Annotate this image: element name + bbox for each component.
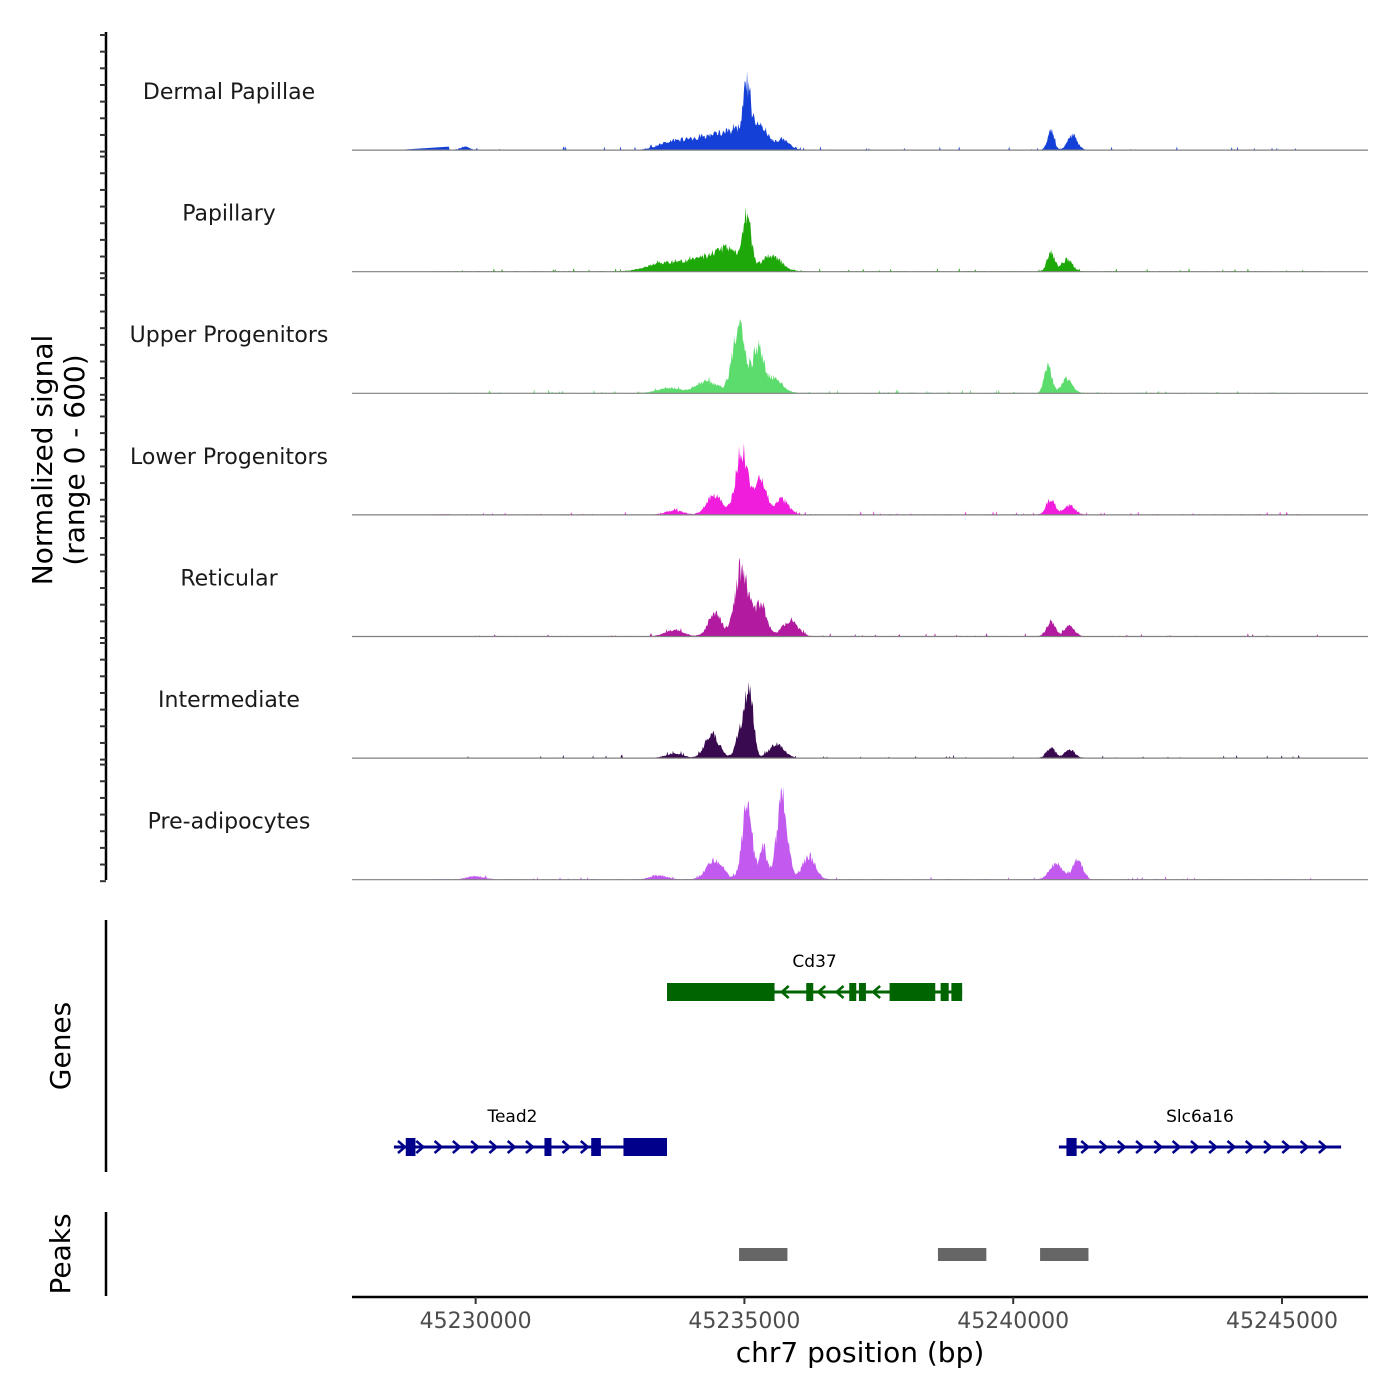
strand-arrow [1263, 1140, 1273, 1154]
track-label: Reticular [180, 566, 278, 591]
strand-arrow [834, 985, 845, 999]
peak-region [1040, 1248, 1089, 1261]
genes-track: Cd37 Tead2 Slc6a16 [104, 920, 1342, 1172]
strand-arrow [1299, 1140, 1310, 1154]
exon [889, 983, 936, 1001]
x-axis: 45230000 45235000 45240000 45245000 [352, 1295, 1368, 1334]
strand-arrow [871, 985, 881, 999]
strand-arrow [1135, 1140, 1145, 1154]
strand-arrow [1153, 1140, 1164, 1154]
exon [951, 983, 963, 1001]
strand-arrow [1244, 1140, 1255, 1154]
x-tick-label: 45240000 [957, 1309, 1069, 1334]
gene-cd37: Cd37 [667, 952, 963, 1001]
track-label: Lower Progenitors [130, 445, 328, 470]
strand-arrow [1318, 1140, 1328, 1154]
strand-arrow [1208, 1140, 1219, 1154]
track-label: Pre-adipocytes [148, 810, 311, 835]
gene-tead2: Tead2 [393, 1107, 668, 1156]
exon [623, 1138, 668, 1156]
track-label: Papillary [182, 202, 276, 227]
track-upper-progenitors: Upper Progenitors [130, 319, 1368, 394]
strand-arrow [1281, 1140, 1292, 1154]
track-reticular: Reticular [180, 557, 1368, 638]
strand-arrow [1098, 1140, 1109, 1154]
coverage-tracks: Dermal Papillae Papillary Upper Progenitor… [130, 70, 1368, 881]
x-tick-label: 45230000 [420, 1309, 532, 1334]
track-intermediate: Intermediate [158, 681, 1368, 759]
track-label: Intermediate [158, 688, 300, 713]
track-label: Dermal Papillae [143, 80, 315, 105]
signal-area [395, 70, 1325, 151]
strand-arrow [470, 1140, 481, 1154]
gene-slc6a16: Slc6a16 [1058, 1107, 1342, 1156]
peak-region [937, 1248, 987, 1261]
track-pre-adipocytes: Pre-adipocytes [148, 786, 1368, 881]
exon [940, 983, 949, 1001]
peaks-side-label: Peaks [44, 1213, 77, 1294]
exon [667, 983, 775, 1001]
peaks-track [104, 1212, 1089, 1296]
genes-side-label: Genes [44, 1002, 77, 1090]
track-lower-progenitors: Lower Progenitors [130, 443, 1368, 516]
strand-arrow [506, 1140, 517, 1154]
signal-area [395, 681, 1325, 759]
strand-arrow [397, 1140, 407, 1154]
strand-arrow [1190, 1140, 1200, 1154]
signal-y-axis [100, 32, 108, 883]
exon [1066, 1138, 1077, 1156]
strand-arrow [561, 1140, 572, 1154]
x-tick-label: 45245000 [1226, 1309, 1338, 1334]
y-axis-title-line1: Normalized signal [26, 335, 59, 586]
signal-area [395, 206, 1325, 272]
x-axis-title: chr7 position (bp) [736, 1336, 985, 1369]
track-dermal-papillae: Dermal Papillae [143, 70, 1368, 151]
strand-arrow [525, 1140, 535, 1154]
peak-region [739, 1248, 788, 1261]
strand-arrow [1116, 1140, 1127, 1154]
strand-arrow [488, 1140, 499, 1154]
gene-label: Slc6a16 [1166, 1107, 1234, 1127]
exon [591, 1138, 601, 1156]
track-papillary: Papillary [182, 202, 1368, 273]
strand-arrow [1226, 1140, 1237, 1154]
strand-arrow [1080, 1140, 1091, 1154]
track-label: Upper Progenitors [130, 323, 329, 348]
exon [849, 983, 857, 1001]
gene-label: Tead2 [486, 1107, 537, 1127]
strand-arrow [433, 1140, 444, 1154]
strand-arrow [816, 985, 827, 999]
exon [544, 1138, 552, 1156]
signal-area [395, 557, 1325, 637]
signal-area [395, 443, 1325, 515]
strand-arrow [779, 985, 790, 999]
gene-label: Cd37 [792, 952, 836, 972]
strand-arrow [415, 1140, 426, 1154]
signal-area [395, 786, 1325, 880]
strand-arrow [1171, 1140, 1182, 1154]
y-axis-title-line2: (range 0 - 600) [58, 354, 91, 565]
signal-area [395, 319, 1325, 394]
x-tick-label: 45235000 [688, 1309, 800, 1334]
exon [858, 983, 866, 1001]
exon [405, 1138, 416, 1156]
exon [806, 983, 814, 1001]
strand-arrow [452, 1140, 462, 1154]
strand-arrow [579, 1140, 590, 1154]
